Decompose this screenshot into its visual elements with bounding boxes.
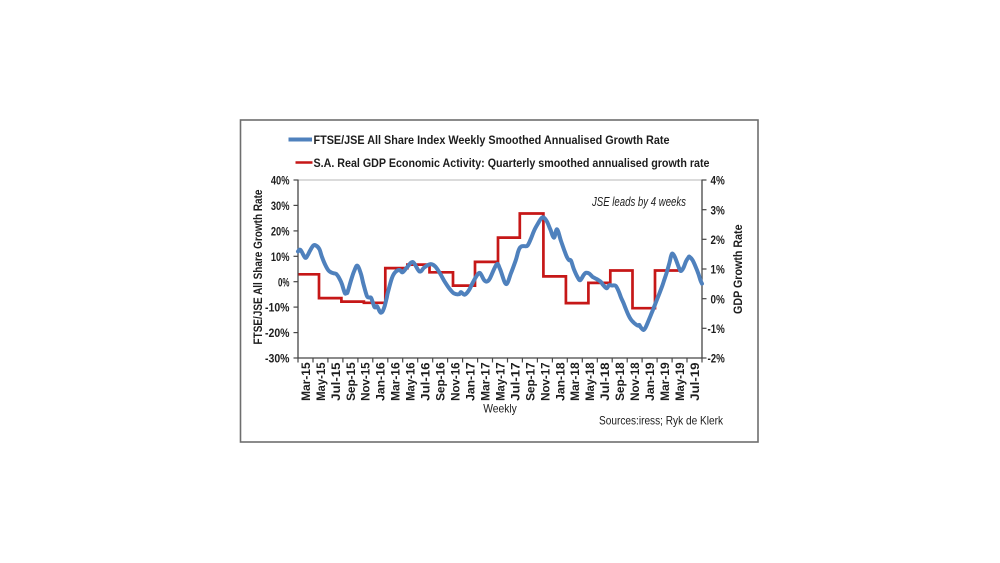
svg-text:Sep-18: Sep-18 — [613, 362, 627, 401]
svg-text:Sep-16: Sep-16 — [434, 362, 448, 401]
svg-text:10%: 10% — [271, 250, 290, 264]
svg-text:May-17: May-17 — [493, 362, 507, 401]
svg-text:Sources:iress; Ryk de Klerk: Sources:iress; Ryk de Klerk — [599, 414, 724, 428]
svg-text:Jan-16: Jan-16 — [374, 362, 388, 401]
svg-text:3%: 3% — [711, 203, 726, 217]
svg-text:Nov-16: Nov-16 — [449, 362, 463, 401]
svg-text:0%: 0% — [278, 275, 290, 289]
svg-text:30%: 30% — [271, 199, 290, 213]
svg-text:0%: 0% — [711, 292, 726, 306]
svg-text:FTSE/JSE All Share Growth Rate: FTSE/JSE All Share Growth Rate — [253, 190, 265, 345]
svg-text:May-19: May-19 — [673, 362, 687, 401]
svg-text:Jul-16: Jul-16 — [419, 362, 433, 401]
svg-text:Mar-19: Mar-19 — [658, 362, 672, 401]
svg-text:Jan-18: Jan-18 — [553, 362, 567, 401]
svg-text:May-16: May-16 — [404, 362, 418, 401]
svg-text:40%: 40% — [271, 174, 290, 188]
svg-text:-10%: -10% — [265, 301, 290, 315]
svg-text:Sep-17: Sep-17 — [523, 362, 537, 401]
svg-text:Mar-15: Mar-15 — [299, 362, 313, 401]
svg-text:S.A. Real GDP Economic Activit: S.A. Real GDP Economic Activity: Quarter… — [314, 156, 710, 170]
svg-text:Jan-19: Jan-19 — [643, 362, 657, 401]
svg-text:May-18: May-18 — [583, 362, 597, 401]
svg-text:Sep-15: Sep-15 — [344, 362, 358, 401]
svg-text:Jan-17: Jan-17 — [464, 362, 478, 401]
svg-text:Mar-16: Mar-16 — [389, 362, 403, 401]
svg-text:Jul-19: Jul-19 — [688, 362, 702, 401]
svg-text:Jul-17: Jul-17 — [508, 362, 522, 401]
svg-text:Nov-18: Nov-18 — [628, 362, 642, 401]
svg-text:FTSE/JSE All Share Index Weekl: FTSE/JSE All Share Index Weekly Smoothed… — [314, 133, 670, 147]
svg-text:1%: 1% — [711, 263, 726, 277]
svg-text:Mar-18: Mar-18 — [568, 362, 582, 401]
svg-text:4%: 4% — [711, 174, 726, 188]
svg-text:Mar-17: Mar-17 — [478, 362, 492, 401]
svg-text:Nov-17: Nov-17 — [538, 362, 552, 401]
svg-text:20%: 20% — [271, 225, 290, 239]
svg-text:2%: 2% — [711, 233, 726, 247]
svg-text:Jul-15: Jul-15 — [329, 362, 343, 401]
svg-text:Weekly: Weekly — [483, 401, 517, 415]
svg-text:-30%: -30% — [265, 352, 290, 366]
svg-text:May-15: May-15 — [314, 362, 328, 401]
svg-text:-20%: -20% — [265, 326, 290, 340]
svg-text:GDP Growth Rate: GDP Growth Rate — [731, 224, 745, 314]
svg-text:Nov-15: Nov-15 — [359, 362, 373, 401]
svg-text:Jul-18: Jul-18 — [598, 362, 612, 401]
svg-text:-1%: -1% — [708, 322, 726, 336]
svg-text:-2%: -2% — [708, 352, 726, 366]
svg-text:JSE leads by 4 weeks: JSE leads by 4 weeks — [591, 194, 686, 209]
